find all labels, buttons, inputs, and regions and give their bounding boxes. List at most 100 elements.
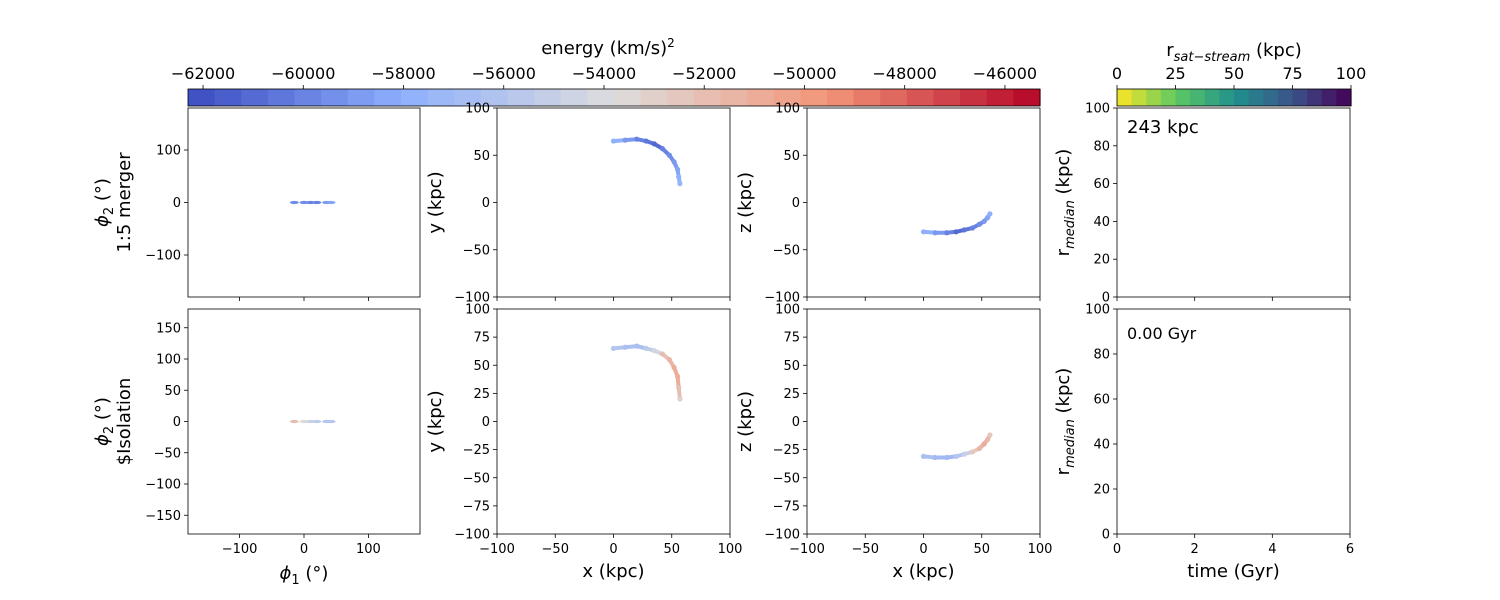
y-tick-label: −100 <box>764 291 800 306</box>
stream-point <box>312 200 322 205</box>
y-tick-label: 20 <box>1093 483 1110 498</box>
x-tick-label: 0 <box>919 542 927 557</box>
x-tick-label: 4 <box>1268 542 1276 557</box>
stream-point <box>305 200 315 205</box>
energy-colorbar-segment <box>267 89 296 106</box>
rsat-colorbar-segment <box>1190 89 1206 106</box>
sky-y-label-name: 1:5 merger <box>114 152 135 253</box>
x-tick-label: 50 <box>663 542 680 557</box>
panel-frame <box>496 107 731 298</box>
energy-colorbar-tick-label: −62000 <box>171 64 235 83</box>
stream-point <box>987 432 993 438</box>
y-tick-label: 0 <box>173 415 181 430</box>
x-tick-label: 2 <box>1191 542 1199 557</box>
y-tick-label: 0 <box>482 196 490 211</box>
energy-colorbar-segment <box>214 89 242 106</box>
rsat-colorbar: 0 25 50 75 100 rsat−stream (kpc) <box>1112 40 1366 107</box>
y-tick-label: 50 <box>783 359 800 374</box>
panel-frame <box>806 107 1041 298</box>
energy-colorbar-segment <box>480 89 509 106</box>
xy-y-label: y (kpc) <box>425 390 446 452</box>
stream-point <box>326 200 336 205</box>
stream-point <box>299 419 309 424</box>
y-tick-label: 75 <box>783 331 800 346</box>
rsat-colorbar-segment <box>1204 89 1220 106</box>
y-tick-label: −100 <box>145 478 181 493</box>
energy-colorbar-segment <box>693 89 722 106</box>
xz-y-label: z (kpc) <box>735 172 756 233</box>
rsat-colorbar-segment <box>1263 89 1279 106</box>
panel-r-isolation: 100 80 60 40 20 00 2 4 6 rmedian (kpc) 0.00 Gyr tim… <box>1053 303 1354 583</box>
y-tick-label: 0 <box>1102 291 1110 306</box>
y-tick-label: 50 <box>783 149 800 164</box>
energy-colorbar-segment <box>1013 89 1041 106</box>
panel-frame <box>806 308 1041 535</box>
panel-xy-merger: 100 50 0 −50 −100 y (kpc) <box>425 102 731 306</box>
y-tick-label: −50 <box>463 243 490 258</box>
y-tick-label: −75 <box>463 499 490 514</box>
r-y-label: rmedian (kpc) <box>1053 368 1078 476</box>
y-tick-label: −100 <box>145 249 181 264</box>
rsat-colorbar-segment <box>1336 89 1352 106</box>
y-tick-label: 25 <box>783 387 800 402</box>
r-panel-annotation: 243 kpc <box>1127 117 1199 138</box>
energy-colorbar-segment <box>321 89 349 106</box>
y-tick-label: 100 <box>1085 303 1110 318</box>
y-tick-label: 60 <box>1093 393 1110 408</box>
y-tick-label: −50 <box>463 471 490 486</box>
rsat-colorbar-segment <box>1117 89 1133 106</box>
sky-y-label-ylabel-phi-sub: 2 <box>102 426 117 434</box>
energy-colorbar-tick-label: −46000 <box>973 64 1037 83</box>
y-tick-label: −100 <box>454 291 490 306</box>
rsat-colorbar-segment <box>1307 89 1323 106</box>
y-tick-label: 100 <box>775 102 800 117</box>
panel-frame <box>496 308 731 535</box>
sky-y-label-ylabel-phi: ϕ <box>92 215 113 227</box>
energy-colorbar-tick-label: −60000 <box>271 64 335 83</box>
x-tick-label: 0 <box>1113 542 1121 557</box>
rsat-colorbar-segment <box>1248 89 1264 106</box>
energy-colorbar-segment <box>747 89 775 106</box>
x-tick-label: 100 <box>1028 542 1053 557</box>
y-tick-label: 20 <box>1093 253 1110 268</box>
energy-colorbar-segment <box>667 89 695 106</box>
sky-y-label-phi: ϕ2 (°) <box>92 178 117 227</box>
y-tick-label: 100 <box>775 303 800 318</box>
y-tick-label: −25 <box>773 443 800 458</box>
energy-colorbar-title-superscript: 2 <box>667 36 675 50</box>
r-y-label-r-ylabel-main: r <box>1053 248 1074 256</box>
stream-point <box>677 396 683 402</box>
energy-colorbar-title: energy (km/s)2 <box>541 36 675 59</box>
y-tick-label: 100 <box>1085 102 1110 117</box>
y-tick-label: 60 <box>1093 177 1110 192</box>
stream-point <box>312 419 322 424</box>
y-tick-label: 25 <box>473 387 490 402</box>
y-tick-label: −50 <box>154 446 181 461</box>
rsat-colorbar-segment <box>1234 89 1250 106</box>
energy-colorbar-segment <box>827 89 855 106</box>
xy-x-label: x (kpc) <box>582 561 644 582</box>
stream-point <box>677 181 683 187</box>
x-tick-label: 0 <box>609 542 617 557</box>
sky-y-label-ylabel-phi-unit: (°) <box>92 397 113 426</box>
x-tick-label: 0 <box>300 542 308 557</box>
sky-y-label-ylabel-phi-sub: 2 <box>102 207 117 215</box>
rsat-colorbar-segment <box>1277 89 1294 106</box>
y-tick-label: 0 <box>792 415 800 430</box>
x-tick-label: −100 <box>479 542 515 557</box>
sky-y-label-ylabel-phi-unit: (°) <box>92 178 113 207</box>
y-tick-label: −150 <box>145 509 181 524</box>
y-tick-label: −75 <box>773 499 800 514</box>
xz-y-label: z (kpc) <box>735 391 756 452</box>
y-tick-label: 40 <box>1093 438 1110 453</box>
energy-colorbar-tick-label: −52000 <box>672 64 736 83</box>
panel-frame <box>1116 107 1351 298</box>
panel-xy-isolation: 100 75 50 25 0 −25 −50 −75 −100−100 −50 0 50 100 y (k… <box>425 303 742 583</box>
y-tick-label: 100 <box>465 303 490 318</box>
y-tick-label: −100 <box>764 528 800 543</box>
y-tick-label: 0 <box>482 415 490 430</box>
energy-colorbar-segment <box>906 89 935 106</box>
energy-colorbar-tick-label: −56000 <box>472 64 536 83</box>
stream-point <box>305 419 315 424</box>
